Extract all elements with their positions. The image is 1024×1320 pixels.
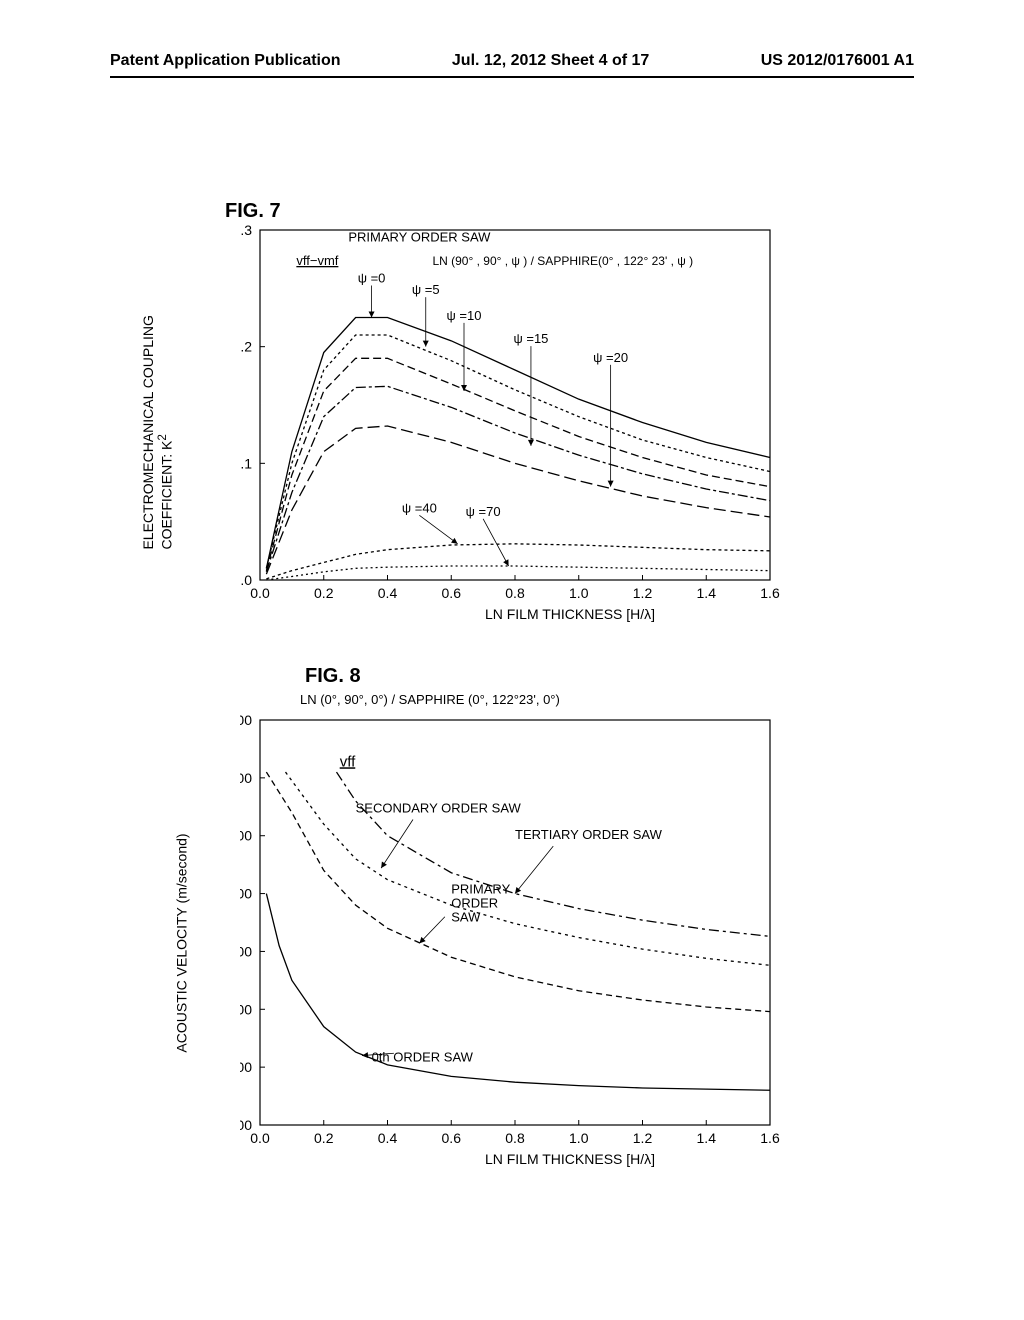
svg-text:vff−vmf: vff−vmf bbox=[296, 253, 338, 268]
fig7-label: FIG. 7 bbox=[225, 200, 281, 223]
header-center: Jul. 12, 2012 Sheet 4 of 17 bbox=[452, 52, 649, 70]
fig8-chart: 0.0 0.2 0.4 0.6 0.8 1.0 1.2 1.4 1.6 3500 4000 4500 5… bbox=[240, 715, 780, 1170]
svg-text:0.0: 0.0 bbox=[240, 572, 252, 588]
svg-text:1.4: 1.4 bbox=[697, 585, 717, 601]
fig7-ylabel: ELECTROMECHANICAL COUPLING COEFFICIENT: … bbox=[140, 315, 175, 549]
header-right: US 2012/0176001 A1 bbox=[761, 52, 914, 70]
svg-text:0.2: 0.2 bbox=[314, 1130, 334, 1146]
svg-text:0.4: 0.4 bbox=[378, 585, 398, 601]
svg-text:ψ =0: ψ =0 bbox=[358, 271, 386, 286]
svg-text:ψ =10: ψ =10 bbox=[447, 308, 482, 323]
svg-text:0.6: 0.6 bbox=[442, 1130, 462, 1146]
svg-text:ψ =15: ψ =15 bbox=[513, 331, 548, 346]
svg-text:1.0: 1.0 bbox=[569, 585, 589, 601]
svg-text:ψ =20: ψ =20 bbox=[593, 350, 628, 365]
svg-text:1.6: 1.6 bbox=[760, 1130, 780, 1146]
fig8-svg: 0.0 0.2 0.4 0.6 0.8 1.0 1.2 1.4 1.6 3500 4000 4500 5… bbox=[240, 715, 780, 1170]
svg-text:4500: 4500 bbox=[240, 1001, 252, 1017]
fig7-chart: 0.0 0.2 0.4 0.6 0.8 1.0 1.2 1.4 1.6 0.0 0.1 0.2 0.3 P… bbox=[240, 225, 780, 625]
svg-text:5500: 5500 bbox=[240, 886, 252, 902]
fig8-label: FIG. 8 bbox=[305, 665, 361, 688]
svg-text:0.1: 0.1 bbox=[240, 455, 252, 471]
header-rule bbox=[110, 76, 914, 78]
fig8-title: LN (0°, 90°, 0°) / SAPPHIRE (0°, 122°23'… bbox=[300, 692, 560, 707]
svg-text:1.0: 1.0 bbox=[569, 1130, 589, 1146]
svg-text:0.0: 0.0 bbox=[250, 1130, 270, 1146]
svg-text:1.2: 1.2 bbox=[633, 585, 653, 601]
svg-text:0.2: 0.2 bbox=[240, 339, 252, 355]
svg-text:5000: 5000 bbox=[240, 943, 252, 959]
fig7-svg: 0.0 0.2 0.4 0.6 0.8 1.0 1.2 1.4 1.6 0.0 0.1 0.2 0.3 P… bbox=[240, 225, 780, 625]
svg-text:1.6: 1.6 bbox=[760, 585, 780, 601]
svg-text:0.4: 0.4 bbox=[378, 1130, 398, 1146]
svg-text:0.8: 0.8 bbox=[505, 1130, 525, 1146]
header-left: Patent Application Publication bbox=[110, 52, 341, 70]
svg-text:SAW: SAW bbox=[451, 909, 481, 924]
svg-text:ψ =40: ψ =40 bbox=[402, 500, 437, 515]
svg-text:6500: 6500 bbox=[240, 770, 252, 786]
svg-text:0.8: 0.8 bbox=[505, 585, 525, 601]
svg-text:LN (90° , 90° , ψ ) / SAPPHIRE: LN (90° , 90° , ψ ) / SAPPHIRE(0° , 122°… bbox=[432, 254, 693, 268]
svg-text:1.2: 1.2 bbox=[633, 1130, 653, 1146]
page-header: Patent Application Publication Jul. 12, … bbox=[0, 52, 1024, 70]
fig8-ylabel: ACOUSTIC VELOCITY (m/second) bbox=[174, 833, 190, 1052]
svg-text:LN FILM THICKNESS [H/λ]: LN FILM THICKNESS [H/λ] bbox=[485, 606, 655, 622]
svg-text:vff: vff bbox=[340, 753, 356, 770]
svg-text:3500: 3500 bbox=[240, 1117, 252, 1133]
svg-text:SECONDARY ORDER SAW: SECONDARY ORDER SAW bbox=[356, 801, 522, 816]
svg-text:1.4: 1.4 bbox=[697, 1130, 717, 1146]
svg-text:0.0: 0.0 bbox=[250, 585, 270, 601]
svg-text:0.2: 0.2 bbox=[314, 585, 334, 601]
svg-text:ψ =70: ψ =70 bbox=[466, 504, 501, 519]
svg-text:PRIMARY ORDER SAW: PRIMARY ORDER SAW bbox=[348, 230, 491, 245]
svg-text:0.6: 0.6 bbox=[442, 585, 462, 601]
svg-text:TERTIARY ORDER SAW: TERTIARY ORDER SAW bbox=[515, 827, 663, 842]
svg-text:LN FILM THICKNESS [H/λ]: LN FILM THICKNESS [H/λ] bbox=[485, 1151, 655, 1167]
svg-text:6000: 6000 bbox=[240, 828, 252, 844]
svg-text:ORDER: ORDER bbox=[451, 895, 498, 910]
svg-text:0th ORDER SAW: 0th ORDER SAW bbox=[372, 1049, 474, 1064]
svg-text:7000: 7000 bbox=[240, 715, 252, 728]
svg-text:4000: 4000 bbox=[240, 1059, 252, 1075]
svg-text:PRIMARY: PRIMARY bbox=[451, 882, 510, 897]
svg-text:0.3: 0.3 bbox=[240, 225, 252, 238]
svg-text:ψ =5: ψ =5 bbox=[412, 282, 440, 297]
